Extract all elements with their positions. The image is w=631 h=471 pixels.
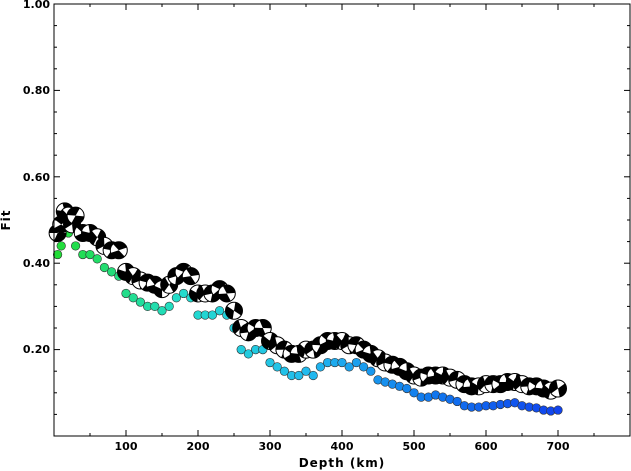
beachball-points: [48, 202, 567, 400]
data-point: [351, 357, 362, 368]
y-axis-title: Fit: [0, 209, 13, 230]
data-point: [70, 241, 81, 251]
data-point: [279, 366, 290, 376]
data-point: [359, 362, 369, 372]
data-point: [366, 366, 376, 376]
data-point: [207, 310, 217, 320]
beachball-point: [225, 301, 243, 320]
data-point: [452, 396, 462, 407]
data-point: [315, 362, 326, 372]
data-point: [344, 362, 354, 372]
beachball-point: [66, 206, 85, 225]
beachball-point: [217, 284, 236, 303]
data-point: [85, 249, 95, 260]
data-point: [171, 293, 181, 303]
data-point: [52, 249, 63, 260]
data-point: [99, 262, 109, 273]
data-point: [402, 383, 412, 394]
data-point: [215, 306, 225, 316]
data-point: [179, 288, 189, 299]
data-point: [92, 254, 102, 264]
plot-frame: [53, 3, 631, 437]
y-tick-label: 0.20: [23, 343, 50, 356]
data-point: [272, 362, 282, 372]
y-tick-label: 0.40: [23, 257, 50, 270]
data-point: [128, 293, 138, 303]
data-point: [157, 306, 167, 316]
beachball-point: [253, 319, 272, 337]
y-tick-label: 1.00: [23, 0, 50, 11]
data-point: [121, 288, 131, 299]
data-point: [308, 370, 318, 381]
x-tick-label: 400: [331, 440, 354, 453]
x-tick-label: 700: [547, 440, 570, 453]
data-point: [294, 370, 304, 381]
axis-ticks: [53, 3, 631, 437]
y-tick-label: 0.80: [23, 84, 50, 97]
x-tick-label: 100: [115, 440, 138, 453]
data-point: [243, 349, 253, 359]
x-tick-label: 300: [259, 440, 282, 453]
data-point: [265, 357, 275, 368]
data-point: [553, 405, 563, 415]
data-point: [135, 297, 145, 307]
beachball-point: [181, 267, 200, 286]
data-point: [150, 301, 160, 312]
data-point: [409, 388, 419, 398]
data-point: [236, 345, 246, 355]
y-tick-label: 0.60: [23, 171, 50, 184]
data-point: [301, 366, 311, 376]
x-tick-label: 500: [403, 440, 426, 453]
x-axis-title: Depth (km): [299, 456, 386, 470]
x-tick-label: 200: [187, 440, 210, 453]
data-point: [164, 301, 174, 312]
beachball-point: [549, 379, 567, 398]
beachball-point: [109, 241, 128, 260]
x-tick-label: 600: [475, 440, 498, 453]
data-point: [106, 267, 117, 277]
colored-points: [52, 228, 563, 416]
data-point: [337, 357, 347, 368]
data-point: [56, 241, 66, 251]
